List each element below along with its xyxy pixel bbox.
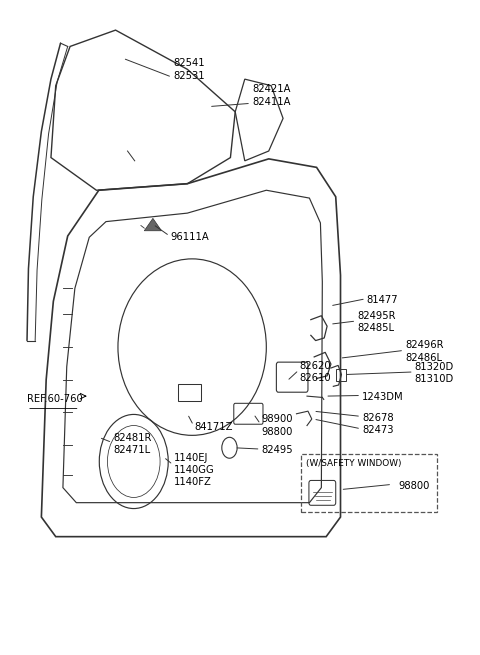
Bar [301,455,437,512]
Bar [336,369,346,381]
Text: 81320D
81310D: 81320D 81310D [415,362,454,384]
Text: (W/SAFETY WINDOW): (W/SAFETY WINDOW) [306,459,402,468]
Text: 1140EJ
1140GG
1140FZ: 1140EJ 1140GG 1140FZ [174,453,215,487]
Text: 82495R
82485L: 82495R 82485L [357,311,396,333]
Text: 82620
82610: 82620 82610 [300,361,332,383]
Polygon shape [144,218,161,231]
Text: 98900
98800: 98900 98800 [262,415,293,437]
Text: 96111A: 96111A [170,233,209,242]
Text: 82421A
82411A: 82421A 82411A [252,84,290,107]
Text: REF.60-760: REF.60-760 [27,394,83,404]
Text: 82541
82531: 82541 82531 [173,58,204,81]
Text: 84171Z: 84171Z [194,422,233,432]
Text: 82496R
82486L: 82496R 82486L [405,341,444,363]
Text: 82678: 82678 [362,413,394,422]
Text: 82473: 82473 [362,425,394,435]
Bar [178,384,201,401]
Text: 82495: 82495 [262,445,293,455]
Text: 98800: 98800 [398,481,429,491]
Text: 1243DM: 1243DM [362,392,404,402]
Text: 82481R
82471L: 82481R 82471L [113,433,152,455]
Text: 81477: 81477 [367,295,398,305]
